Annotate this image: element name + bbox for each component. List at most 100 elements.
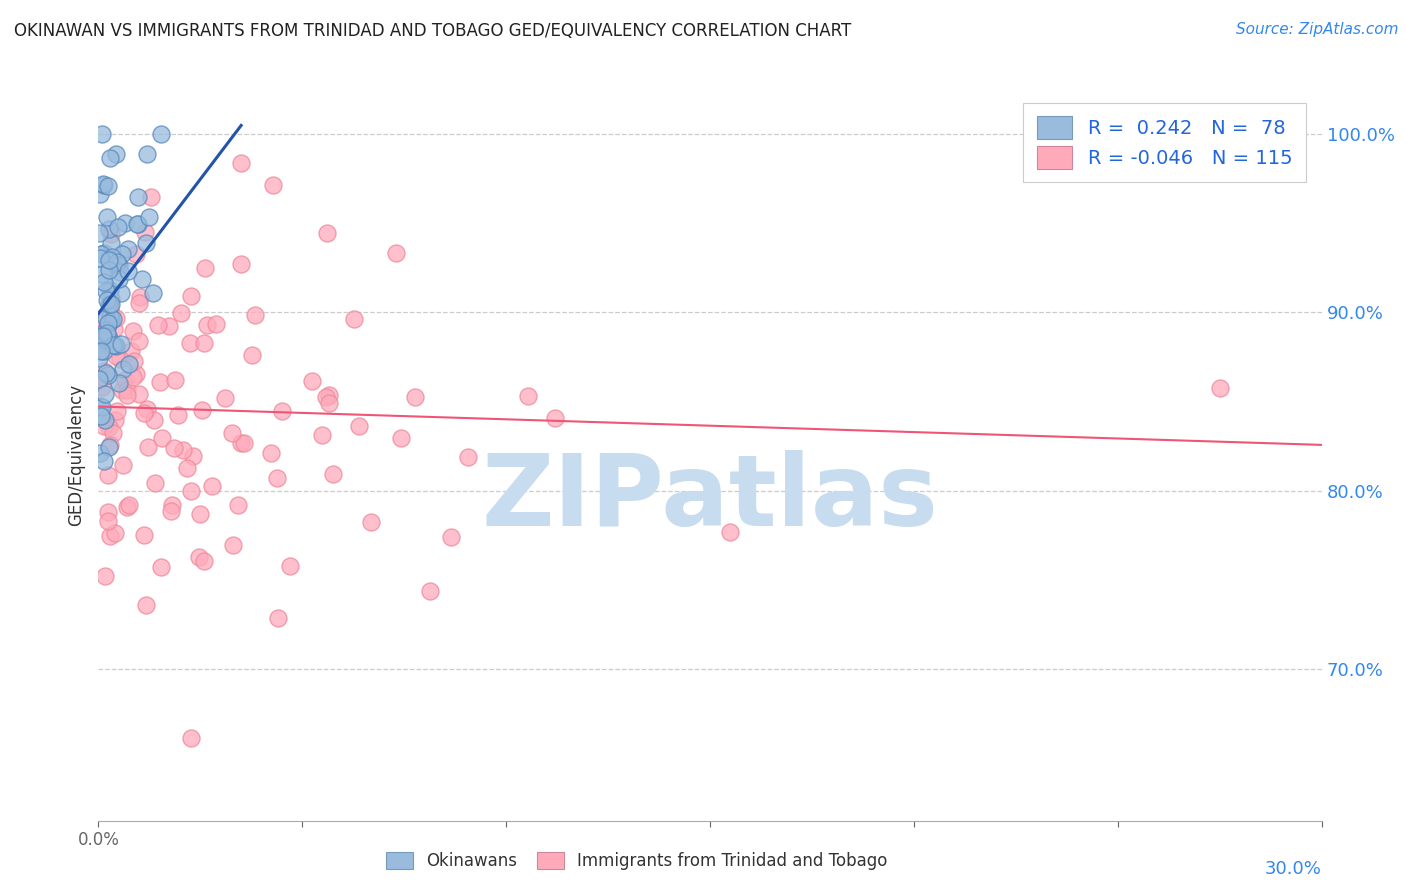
- Point: [97, 368, 120, 382]
- Point: [141, 190, 163, 204]
- Point: [97, 514, 120, 528]
- Point: [117, 242, 139, 256]
- Point: [94, 387, 117, 401]
- Point: [311, 427, 333, 442]
- Point: [91, 328, 114, 343]
- Point: [172, 442, 194, 457]
- Point: [91, 380, 114, 394]
- Point: [93, 454, 115, 468]
- Point: [100, 227, 122, 242]
- Point: [205, 317, 228, 331]
- Point: [94, 323, 117, 337]
- Point: [150, 431, 173, 445]
- Point: [100, 313, 122, 327]
- Point: [143, 475, 166, 490]
- Point: [266, 470, 288, 484]
- Text: ZIPatlas: ZIPatlas: [482, 450, 938, 548]
- Point: [98, 437, 121, 451]
- Point: [127, 189, 149, 203]
- Point: [96, 293, 118, 307]
- Point: [148, 318, 170, 332]
- Point: [90, 344, 112, 359]
- Point: [97, 318, 120, 332]
- Point: [98, 300, 121, 314]
- Point: [94, 333, 117, 347]
- Point: [135, 235, 157, 250]
- Point: [439, 530, 461, 544]
- Point: [112, 458, 135, 473]
- Point: [93, 245, 115, 260]
- Point: [128, 334, 150, 348]
- Point: [240, 348, 263, 362]
- Point: [100, 305, 122, 319]
- Point: [93, 314, 115, 328]
- Point: [103, 426, 125, 441]
- Point: [720, 525, 742, 540]
- Point: [176, 461, 198, 475]
- Point: [115, 384, 138, 398]
- Point: [267, 610, 290, 624]
- Point: [100, 292, 122, 306]
- Point: [231, 257, 253, 271]
- Point: [125, 246, 148, 260]
- Point: [195, 318, 218, 333]
- Point: [97, 317, 120, 331]
- Point: [104, 526, 127, 541]
- Point: [107, 271, 129, 285]
- Point: [110, 337, 132, 351]
- Point: [316, 226, 339, 240]
- Point: [94, 366, 117, 380]
- Point: [193, 554, 215, 568]
- Point: [233, 435, 256, 450]
- Point: [105, 403, 128, 417]
- Point: [98, 309, 121, 323]
- Point: [134, 225, 156, 239]
- Point: [91, 370, 114, 384]
- Point: [122, 370, 145, 384]
- Point: [90, 400, 112, 414]
- Point: [98, 283, 121, 297]
- Point: [349, 419, 371, 434]
- Point: [91, 177, 114, 191]
- Point: [128, 386, 150, 401]
- Point: [159, 504, 181, 518]
- Point: [105, 349, 128, 363]
- Point: [136, 146, 159, 161]
- Y-axis label: GED/Equivalency: GED/Equivalency: [67, 384, 86, 526]
- Point: [91, 343, 114, 358]
- Point: [125, 367, 148, 381]
- Point: [97, 468, 120, 483]
- Point: [360, 515, 382, 529]
- Point: [165, 373, 187, 387]
- Point: [101, 250, 124, 264]
- Point: [159, 318, 181, 333]
- Point: [120, 344, 142, 359]
- Point: [105, 254, 128, 268]
- Text: OKINAWAN VS IMMIGRANTS FROM TRINIDAD AND TOBAGO GED/EQUIVALENCY CORRELATION CHAR: OKINAWAN VS IMMIGRANTS FROM TRINIDAD AND…: [14, 22, 851, 40]
- Point: [138, 210, 160, 224]
- Point: [98, 330, 121, 344]
- Point: [322, 467, 344, 481]
- Point: [117, 264, 139, 278]
- Point: [517, 389, 540, 403]
- Point: [98, 419, 121, 434]
- Point: [94, 284, 117, 298]
- Point: [100, 236, 122, 251]
- Point: [104, 413, 127, 427]
- Point: [231, 156, 253, 170]
- Point: [89, 187, 111, 202]
- Point: [97, 505, 120, 519]
- Point: [108, 376, 131, 390]
- Point: [1209, 381, 1232, 395]
- Point: [94, 318, 117, 333]
- Point: [93, 569, 115, 583]
- Point: [136, 440, 159, 454]
- Point: [118, 357, 141, 371]
- Point: [214, 392, 236, 406]
- Point: [190, 403, 212, 417]
- Point: [101, 338, 124, 352]
- Point: [404, 390, 426, 404]
- Point: [93, 364, 115, 378]
- Point: [108, 351, 131, 366]
- Point: [201, 479, 224, 493]
